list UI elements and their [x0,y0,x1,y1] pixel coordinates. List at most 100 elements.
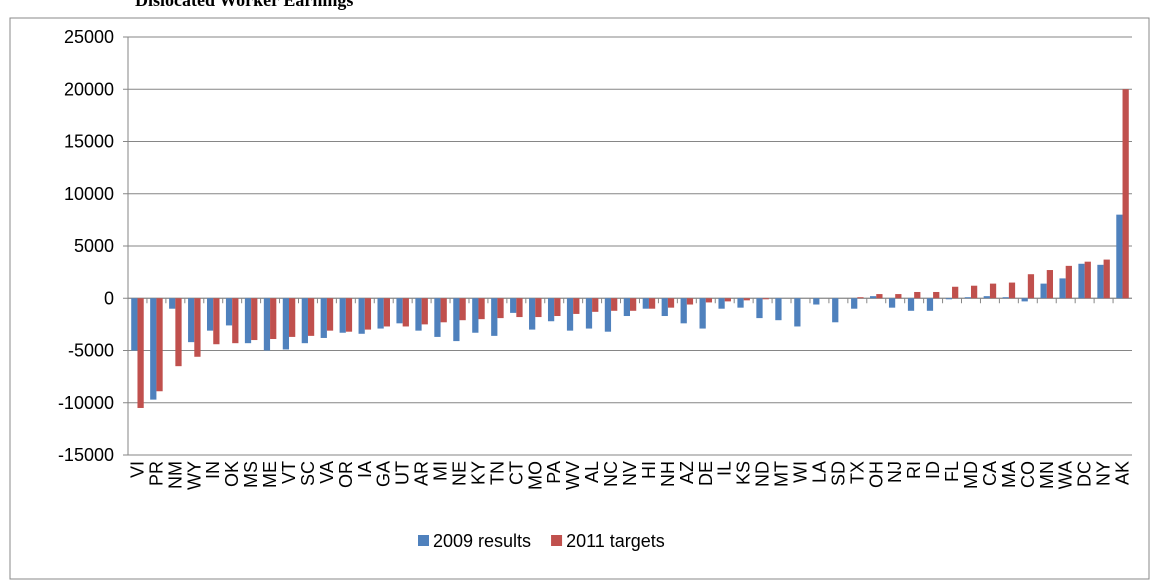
bar [491,298,498,336]
bar [206,298,214,331]
bar [851,298,858,309]
bar [611,298,618,311]
bar [440,298,447,323]
x-tick-label: CT [506,461,526,485]
x-tick-label: OR [336,461,356,488]
bar [1097,264,1104,299]
x-tick-label: IL [715,461,735,476]
y-tick-label: -5000 [68,341,114,361]
bar [775,298,782,321]
x-tick-label: HI [639,461,659,479]
bar [529,298,536,330]
bar [213,298,220,345]
bar [270,298,277,340]
bar [888,298,896,308]
bar [472,298,479,333]
bar [339,298,346,333]
y-tick-label: 15000 [64,132,114,152]
x-tick-label: OH [866,461,886,488]
x-tick-label: NH [658,461,678,487]
bar [686,298,694,305]
bar [169,298,176,309]
bar [358,298,365,334]
x-tick-label: PR [146,461,166,486]
bar [1046,270,1054,299]
bar [345,298,353,332]
x-tick-label: TN [487,461,507,485]
x-tick-label: VA [317,461,337,484]
legend-swatch [418,535,429,546]
x-tick-label: DE [696,461,716,486]
legend-swatch [551,535,563,546]
bar [895,294,902,299]
bar [320,298,327,338]
bar [1027,274,1035,299]
bar [1002,297,1009,299]
bar [832,298,839,323]
bar [718,298,725,309]
bar [743,298,750,301]
x-tick-label: MI [431,461,451,481]
bar [554,298,561,317]
x-tick-label: MN [1037,461,1057,489]
bar [762,298,769,300]
x-tick-label: MS [241,461,261,488]
x-tick-label: WV [563,461,583,490]
bar [1078,263,1085,299]
x-tick-label: LA [809,461,829,483]
x-tick-label: TX [847,461,867,484]
bar [813,298,820,305]
bar [535,298,542,318]
x-tick-label: ID [923,461,943,479]
bar [756,298,763,319]
x-tick-label: SC [298,461,318,486]
bar [857,297,864,299]
x-tick-label: RI [904,461,924,479]
x-tick-label: NJ [885,461,905,483]
bar [585,298,593,329]
bar [1084,261,1091,299]
bar [1116,214,1123,299]
bar [952,286,959,299]
bar [1065,265,1072,299]
bar [434,298,441,337]
x-tick-label: AR [412,461,432,486]
bar [737,298,744,308]
bar [926,298,934,311]
x-tick-label: ND [753,461,773,487]
x-tick-label: AK [1113,461,1133,485]
bar [547,298,555,322]
bar [630,298,637,311]
bar [970,285,978,299]
bar [705,298,713,303]
bar [1103,259,1110,299]
bar [876,294,883,299]
bar [150,298,157,400]
bar [983,296,990,299]
bar [478,298,485,320]
bar [510,298,517,313]
x-tick-label: NC [601,461,621,487]
x-tick-label: AZ [677,461,697,484]
bar [573,298,580,314]
chart-title: Dislocated Worker Earnings [135,0,353,10]
y-tick-label: -15000 [58,445,114,465]
title-band [0,0,1150,17]
bar [383,298,390,327]
x-tick-label: IN [203,461,223,479]
x-tick-label: VT [279,461,299,484]
x-tick-label: MT [772,461,792,487]
bar [648,298,656,309]
x-tick-label: GA [374,461,394,487]
bar [137,298,144,408]
bar [642,298,649,309]
bar [1008,282,1016,299]
x-tick-label: UT [393,461,413,485]
bar [964,297,971,299]
bar [870,296,877,299]
bar [396,298,403,324]
bar [667,298,675,308]
x-tick-label: ME [260,461,280,488]
